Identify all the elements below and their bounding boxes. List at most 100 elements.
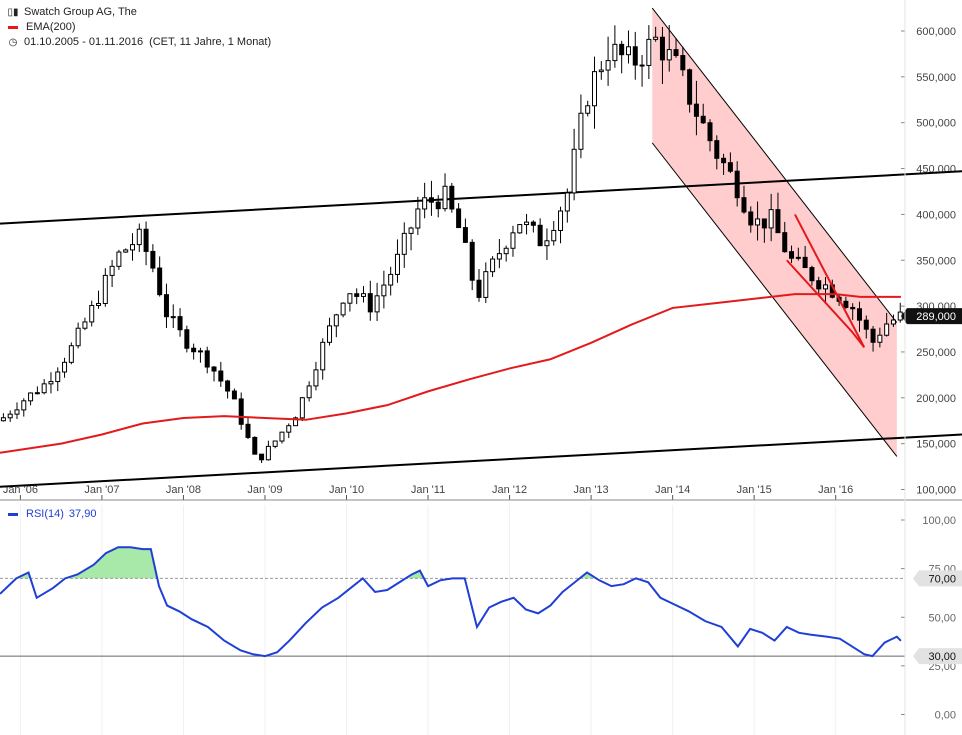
instrument-row: ▯▮ Swatch Group AG, The: [6, 5, 271, 20]
candle-body-down: [150, 250, 156, 269]
candle: [449, 182, 455, 213]
candle-body-down: [245, 423, 251, 438]
trend-channel-fill: [652, 8, 897, 457]
candle: [306, 381, 312, 402]
candle-body-down: [259, 453, 265, 461]
candle-body-up: [197, 350, 203, 353]
rsi-level-label: 70,00: [928, 573, 956, 585]
candle-body-up: [286, 425, 292, 433]
last-value-label: 289,000: [916, 311, 956, 323]
candle: [755, 201, 761, 241]
rsi-line: [0, 546, 902, 658]
candle-body-down: [204, 350, 210, 368]
candle: [551, 221, 557, 246]
candle: [313, 361, 319, 391]
x-tick-label: Jan '13: [574, 484, 609, 496]
candle-body-down: [843, 300, 849, 308]
rsi-level-box: [913, 648, 962, 665]
candle: [293, 416, 299, 427]
candle: [734, 161, 740, 207]
candle-body-up: [884, 323, 890, 336]
candle-body-up: [653, 36, 659, 40]
candle: [592, 56, 598, 129]
candle-body-down: [225, 380, 231, 392]
rsi-level-box: [913, 570, 962, 587]
candle-body-up: [136, 228, 142, 246]
candle-body-up: [62, 361, 68, 373]
candle-body-down: [693, 103, 699, 117]
candle: [7, 410, 13, 422]
candle-body-down: [476, 279, 482, 298]
candle: [75, 322, 81, 349]
candle-body-up: [89, 304, 95, 323]
candle-body-up: [41, 383, 47, 394]
candle-body-up: [68, 345, 74, 363]
period-label: 01.10.2005 - 01.11.2016: [24, 36, 144, 48]
candle: [666, 25, 672, 72]
candle: [625, 30, 631, 64]
candle-body-up: [123, 249, 129, 253]
candlestick-icon: ▯▮: [7, 7, 19, 18]
candle-body-up: [598, 69, 604, 73]
candle-body-up: [116, 251, 122, 267]
candle-body-up: [327, 325, 333, 343]
candles: [0, 25, 903, 464]
candle-body-up: [340, 302, 346, 316]
candle-body-up: [625, 46, 631, 56]
x-tick-label: Jan '14: [655, 484, 690, 496]
candle: [768, 193, 774, 242]
candle: [218, 361, 224, 387]
candle-body-up: [48, 381, 54, 385]
support-trendline: [0, 433, 962, 488]
candle: [619, 40, 625, 74]
candle-body-up: [75, 327, 81, 347]
candle-body-up: [544, 240, 550, 247]
candle: [62, 357, 68, 378]
x-tick-label: Jan '12: [492, 484, 527, 496]
candle-body-up: [510, 232, 516, 249]
candle-body-down: [775, 209, 781, 234]
candle: [850, 303, 856, 320]
candle-body-down: [163, 294, 169, 318]
candle-body-down: [191, 347, 197, 353]
instrument-name: Swatch Group AG, The: [24, 6, 137, 18]
candle-body-down: [530, 221, 536, 226]
candle-body-down: [789, 251, 795, 259]
candle-body-up: [612, 43, 618, 62]
candle-body-down: [734, 170, 740, 199]
candle-body-up: [442, 185, 448, 210]
candle: [863, 315, 869, 339]
candle: [225, 379, 231, 399]
candle: [816, 276, 822, 297]
candle: [299, 396, 305, 422]
candle: [558, 206, 564, 244]
y-tick-label: 100,000: [916, 485, 956, 497]
candle: [524, 213, 530, 235]
candle: [748, 206, 754, 233]
candle-body-up: [401, 232, 407, 255]
candle: [469, 239, 475, 291]
candle-body-down: [782, 232, 788, 253]
candle: [272, 440, 278, 449]
candle: [809, 265, 815, 286]
candle: [789, 245, 795, 264]
x-tick-label: Jan '16: [818, 484, 853, 496]
candle-body-down: [721, 157, 727, 164]
rsi-y-tick-label: 0,00: [935, 710, 956, 722]
candle-body-up: [890, 319, 896, 325]
candle: [170, 304, 176, 329]
candle: [693, 80, 699, 136]
candle-body-down: [761, 218, 767, 229]
inner-wedge-lines: [786, 213, 866, 348]
candle: [564, 188, 570, 223]
candle: [659, 26, 665, 84]
candle: [408, 226, 414, 251]
candle-body-up: [293, 417, 299, 427]
candle: [48, 372, 54, 394]
candle-body-up: [14, 409, 20, 415]
candle-body-up: [34, 392, 40, 395]
candle-body-down: [428, 197, 434, 203]
candle: [28, 392, 34, 406]
candle-body-down: [456, 208, 462, 229]
candle-body-up: [578, 112, 584, 150]
